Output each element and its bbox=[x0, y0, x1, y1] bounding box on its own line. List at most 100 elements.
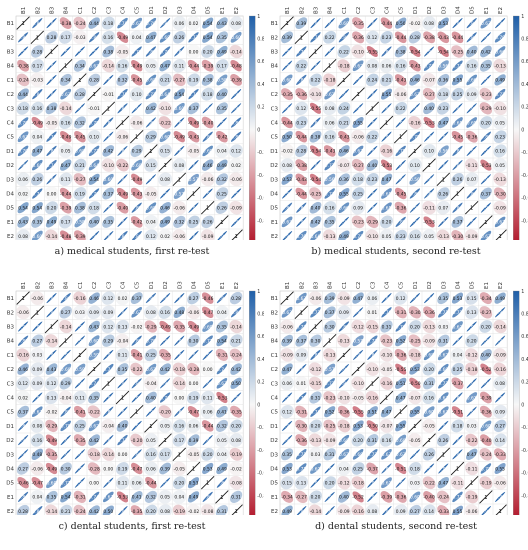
cell-value: 0.67 bbox=[382, 452, 392, 458]
cell-value: 0.40 bbox=[311, 206, 321, 212]
cell-value: 0.81 bbox=[453, 149, 463, 155]
cell-value: -0.18 bbox=[338, 64, 350, 70]
correlation-ellipse bbox=[381, 449, 392, 460]
correlation-ellipse bbox=[215, 201, 229, 214]
cell-value: 0.03 bbox=[32, 353, 42, 359]
correlation-ellipse bbox=[87, 201, 101, 215]
correlation-ellipse bbox=[229, 158, 244, 173]
correlation-ellipse bbox=[452, 435, 463, 446]
correlation-ellipse bbox=[186, 143, 201, 158]
cell-value: 0.95 bbox=[103, 481, 113, 487]
correlation-ellipse bbox=[422, 87, 436, 101]
correlation-ellipse bbox=[88, 188, 100, 199]
cell-value: 0.42 bbox=[481, 49, 491, 55]
colorbar-tick: -0.4 bbox=[521, 173, 528, 179]
cell-value: 0.74 bbox=[89, 495, 99, 501]
cell-value: 0.50 bbox=[396, 21, 406, 27]
correlation-ellipse bbox=[379, 58, 394, 73]
correlation-ellipse bbox=[324, 46, 335, 57]
column-label: C5 bbox=[399, 281, 405, 289]
cell-value: 0.79 bbox=[382, 310, 392, 316]
cell-value: 0.91 bbox=[495, 339, 505, 345]
cell-value: 0.32 bbox=[75, 120, 85, 126]
column-label: C1 bbox=[78, 7, 84, 14]
cell-value: 0.95 bbox=[47, 353, 57, 359]
correlation-ellipse bbox=[437, 477, 449, 489]
cell-value: 0.27 bbox=[410, 509, 420, 515]
cell-value: 1 bbox=[50, 325, 53, 331]
cell-value: 0.10 bbox=[89, 135, 99, 141]
cell-value: 0.62 bbox=[325, 92, 335, 98]
correlation-ellipse bbox=[16, 376, 30, 390]
row-label: E1 bbox=[7, 495, 14, 501]
cell-value: -0.51 bbox=[452, 410, 464, 416]
cell-value: 0.35 bbox=[217, 106, 227, 112]
correlation-ellipse bbox=[494, 462, 506, 475]
cell-value: -0.25 bbox=[452, 49, 464, 55]
cell-value: 0.42 bbox=[231, 367, 241, 373]
correlation-ellipse bbox=[336, 461, 351, 476]
correlation-ellipse bbox=[214, 433, 229, 448]
cell-value: 0.72 bbox=[325, 381, 335, 387]
correlation-ellipse bbox=[437, 60, 449, 72]
correlation-ellipse bbox=[172, 476, 186, 490]
cell-value: 0.32 bbox=[146, 495, 156, 501]
correlation-ellipse bbox=[160, 378, 171, 389]
cell-value: -0.16 bbox=[409, 120, 421, 126]
colorbar-tick: 0.8 bbox=[521, 37, 528, 43]
correlation-ellipse bbox=[367, 491, 378, 502]
cell-value: -0.06 bbox=[494, 481, 506, 487]
cell-value: 0.92 bbox=[467, 149, 477, 155]
correlation-ellipse bbox=[202, 462, 214, 475]
correlation-ellipse bbox=[296, 216, 307, 227]
cell-value: 0.35 bbox=[103, 220, 113, 226]
correlation-ellipse bbox=[409, 188, 421, 199]
cell-value: 0.28 bbox=[410, 35, 420, 41]
correlation-ellipse bbox=[422, 200, 436, 215]
correlation-ellipse bbox=[186, 419, 201, 433]
correlation-ellipse bbox=[172, 461, 187, 476]
cell-value: 0.20 bbox=[353, 438, 363, 444]
cell-value: -0.44 bbox=[381, 21, 393, 27]
cell-value: 0.95 bbox=[481, 35, 491, 41]
cell-value: 0.15 bbox=[146, 163, 156, 169]
correlation-ellipse bbox=[480, 434, 492, 446]
cell-value: 0.95 bbox=[353, 310, 363, 316]
cell-value: 0.56 bbox=[438, 149, 448, 155]
cell-value: 0.40 bbox=[367, 163, 377, 169]
cell-value: 0.49 bbox=[160, 220, 170, 226]
cell-value: 0.39 bbox=[282, 339, 292, 345]
correlation-ellipse bbox=[494, 74, 506, 86]
correlation-ellipse bbox=[32, 406, 43, 417]
correlation-ellipse bbox=[174, 406, 185, 417]
cell-value: 0.84 bbox=[32, 21, 42, 27]
cell-value: 0.31 bbox=[325, 452, 335, 458]
correlation-ellipse bbox=[216, 391, 228, 404]
correlation-ellipse bbox=[464, 229, 479, 240]
cell-value: -0.36 bbox=[296, 438, 308, 444]
cell-value: 0.70 bbox=[146, 21, 156, 27]
cell-value: -0.39 bbox=[74, 234, 86, 240]
cell-value: 0.61 bbox=[467, 395, 477, 401]
cell-value: -0.06 bbox=[131, 120, 143, 126]
cell-value: -0.29 bbox=[46, 424, 58, 430]
row-label: D2 bbox=[270, 163, 278, 169]
correlation-ellipse bbox=[295, 144, 308, 158]
correlation-ellipse bbox=[296, 202, 307, 213]
correlation-ellipse bbox=[17, 202, 29, 214]
cell-value: -0.55 bbox=[310, 106, 322, 112]
correlation-ellipse bbox=[129, 319, 144, 334]
correlation-ellipse bbox=[214, 143, 229, 158]
correlation-ellipse bbox=[424, 293, 435, 304]
cell-value: 1 bbox=[206, 481, 209, 487]
cell-value: -0.06 bbox=[395, 92, 407, 98]
correlation-ellipse bbox=[424, 174, 435, 185]
panel-caption: d) dental students, second re-test bbox=[315, 521, 477, 532]
cell-value: -0.44 bbox=[60, 191, 72, 197]
cell-value: 0.87 bbox=[160, 21, 170, 27]
correlation-ellipse bbox=[281, 116, 293, 129]
cell-value: 0.23 bbox=[382, 35, 392, 41]
correlation-ellipse bbox=[129, 30, 144, 45]
correlation-ellipse bbox=[158, 405, 172, 419]
correlation-ellipse bbox=[338, 434, 350, 446]
